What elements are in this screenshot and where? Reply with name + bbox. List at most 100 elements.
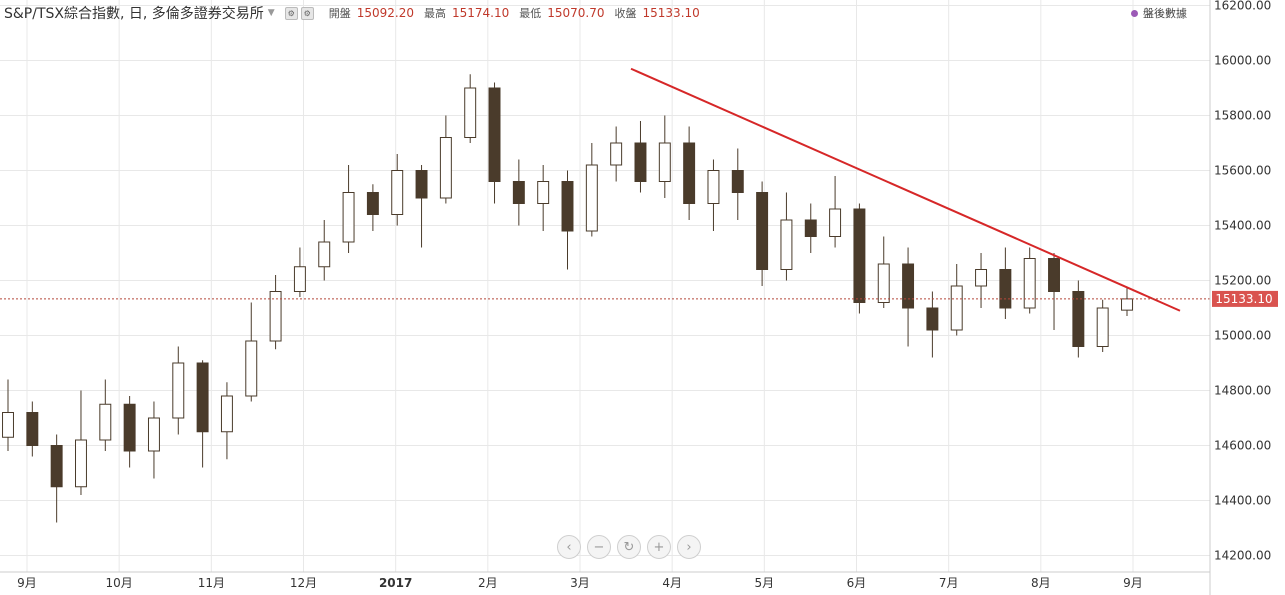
candle[interactable] [1048, 253, 1060, 330]
x-axis: 9月 10月 11月 12月 2017 2月 3月 4月 5月 6月 7月 8月 9月 [17, 576, 1143, 590]
candle[interactable] [1121, 287, 1133, 317]
reset-icon[interactable]: ↻ [617, 535, 641, 559]
x-tick-label: 8月 [1031, 576, 1051, 590]
candle-body [366, 192, 379, 215]
candle[interactable] [220, 382, 233, 460]
candle-body [804, 219, 817, 237]
candle-body [926, 307, 939, 331]
candle[interactable] [804, 203, 817, 254]
candle[interactable] [26, 401, 39, 457]
status-dot-icon [1131, 9, 1138, 17]
candle-body [147, 417, 160, 452]
candle-body [488, 87, 501, 182]
zoom-in-icon[interactable]: + [647, 535, 671, 559]
candle-body [829, 208, 842, 237]
low-value: 15070.70 [547, 6, 605, 20]
candle[interactable] [561, 170, 574, 270]
candle[interactable] [196, 360, 209, 468]
candle-body [707, 170, 720, 204]
chevron-right-icon[interactable]: › [677, 535, 701, 559]
candle[interactable] [707, 159, 720, 232]
candle[interactable] [610, 126, 623, 182]
candle[interactable] [342, 165, 355, 253]
candle-body [318, 241, 331, 268]
candle[interactable] [658, 115, 671, 199]
candle[interactable] [293, 247, 306, 298]
candle[interactable] [999, 247, 1012, 320]
candle[interactable] [756, 181, 769, 287]
candle-body [75, 439, 87, 488]
chevron-left-icon[interactable]: ‹ [557, 535, 581, 559]
candle[interactable] [1072, 280, 1085, 358]
candle-body [123, 403, 136, 452]
candle-body [780, 219, 793, 270]
candle-body [415, 170, 428, 199]
high-value: 15174.10 [451, 6, 510, 20]
candle[interactable] [537, 165, 550, 231]
candle[interactable] [464, 74, 477, 143]
candle[interactable] [488, 82, 501, 204]
candle[interactable] [245, 302, 258, 402]
after-hours-toggle[interactable]: 盤後數據 [1131, 5, 1187, 21]
x-tick-label: 2月 [478, 576, 498, 590]
candle[interactable] [123, 396, 136, 468]
candle[interactable] [99, 379, 112, 452]
x-tick-label: 4月 [662, 576, 682, 590]
candle[interactable] [975, 253, 988, 308]
candle[interactable] [1096, 299, 1109, 352]
y-tick-label: 15800.00 [1214, 109, 1271, 123]
candle[interactable] [50, 434, 63, 523]
candle[interactable] [634, 121, 647, 193]
candle[interactable] [585, 143, 598, 237]
candle[interactable] [318, 220, 331, 281]
candle[interactable] [683, 126, 696, 221]
settings-icon[interactable]: ⚙ [284, 6, 298, 20]
y-tick-label: 16200.00 [1214, 0, 1271, 13]
candle-body [293, 266, 306, 292]
candle[interactable] [926, 291, 939, 358]
candle[interactable] [75, 390, 87, 496]
candle[interactable] [780, 192, 793, 281]
chevron-down-icon[interactable]: ▼ [267, 8, 275, 18]
candle[interactable] [147, 401, 160, 479]
x-tick-label: 10月 [106, 576, 133, 590]
candle[interactable] [877, 236, 890, 309]
candle-body [877, 263, 890, 303]
candle[interactable] [902, 247, 915, 347]
candle[interactable] [731, 148, 744, 221]
ohlc-readout: 開盤 15092.20 最高 15174.10 最低 15070.70 收盤 1… [329, 5, 704, 21]
candle[interactable] [512, 159, 525, 226]
x-tick-label: 9月 [1123, 576, 1143, 590]
candle[interactable] [2, 379, 14, 452]
candle[interactable] [853, 203, 866, 314]
candle[interactable] [1023, 247, 1036, 314]
compare-icon[interactable]: ⚙ [300, 6, 314, 20]
candle[interactable] [172, 346, 185, 435]
candle[interactable] [950, 264, 963, 336]
last-price-label: 15133.10 [1215, 292, 1272, 306]
candle[interactable] [269, 275, 282, 350]
open-value: 15092.20 [356, 6, 414, 20]
candle-body [658, 142, 671, 182]
candle-body [342, 192, 355, 243]
candlesticks [2, 74, 1133, 523]
candle-body [1121, 298, 1133, 311]
candle-body [512, 181, 525, 204]
candle[interactable] [439, 115, 452, 204]
x-tick-label: 7月 [939, 576, 959, 590]
candle-body [464, 87, 477, 138]
candle-body [220, 395, 233, 433]
y-tick-label: 15400.00 [1214, 219, 1271, 233]
y-tick-label: 15600.00 [1214, 164, 1271, 178]
close-label: 收盤 [614, 7, 637, 20]
trendline[interactable] [630, 67, 1181, 312]
zoom-out-icon[interactable]: − [587, 535, 611, 559]
candle-body [634, 142, 647, 182]
candle[interactable] [415, 165, 428, 248]
chart-title[interactable]: S&P/TSX綜合指數, 日, 多倫多證券交易所 [4, 6, 264, 22]
candle[interactable] [391, 154, 404, 226]
candle[interactable] [829, 176, 842, 248]
candle-body [1023, 258, 1036, 309]
candle[interactable] [366, 184, 379, 231]
